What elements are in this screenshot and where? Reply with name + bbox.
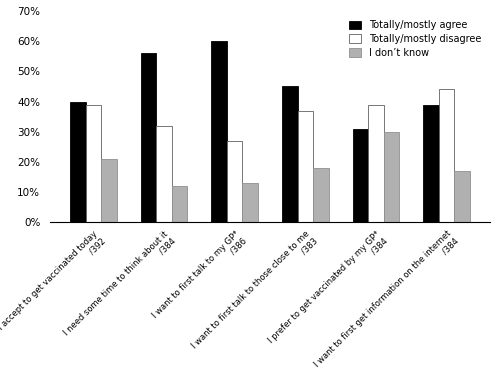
Bar (212, 42, 227, 222)
Bar (424, 105, 439, 222)
Bar (86, 105, 101, 222)
Bar (70, 102, 86, 222)
Bar (313, 168, 328, 222)
Bar (282, 86, 298, 222)
Bar (101, 159, 116, 222)
Bar (156, 126, 172, 222)
Bar (242, 183, 258, 222)
Legend: Totally/mostly agree, Totally/mostly disagree, I don’t know: Totally/mostly agree, Totally/mostly dis… (346, 16, 485, 62)
Bar (439, 89, 454, 222)
Bar (298, 110, 313, 222)
Bar (140, 53, 156, 222)
Bar (384, 131, 400, 222)
Bar (368, 105, 384, 222)
Bar (227, 141, 242, 222)
Bar (172, 186, 188, 222)
Bar (454, 170, 470, 222)
Bar (352, 128, 368, 222)
